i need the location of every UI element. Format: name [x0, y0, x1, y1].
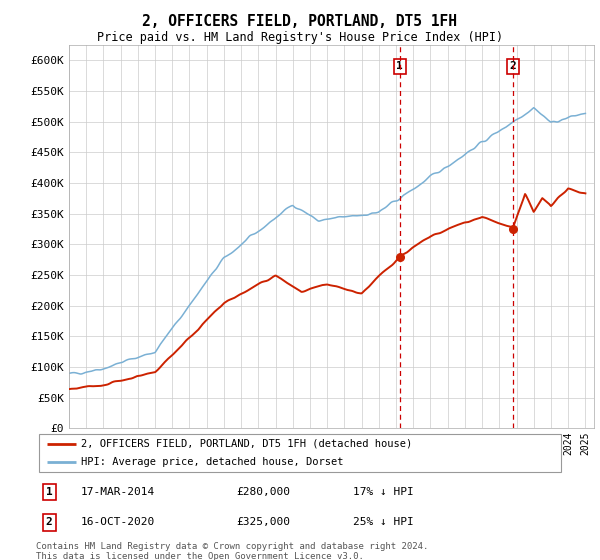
Text: 2: 2 — [46, 517, 53, 528]
Text: 1: 1 — [46, 487, 53, 497]
Text: 1: 1 — [396, 61, 403, 71]
Text: 25% ↓ HPI: 25% ↓ HPI — [353, 517, 413, 528]
Text: 16-OCT-2020: 16-OCT-2020 — [81, 517, 155, 528]
Text: 17% ↓ HPI: 17% ↓ HPI — [353, 487, 413, 497]
Text: £280,000: £280,000 — [236, 487, 290, 497]
Text: Contains HM Land Registry data © Crown copyright and database right 2024.
This d: Contains HM Land Registry data © Crown c… — [36, 542, 428, 560]
Text: HPI: Average price, detached house, Dorset: HPI: Average price, detached house, Dors… — [81, 458, 343, 467]
Text: 17-MAR-2014: 17-MAR-2014 — [81, 487, 155, 497]
Text: £325,000: £325,000 — [236, 517, 290, 528]
Text: 2, OFFICERS FIELD, PORTLAND, DT5 1FH: 2, OFFICERS FIELD, PORTLAND, DT5 1FH — [143, 14, 458, 29]
Text: 2, OFFICERS FIELD, PORTLAND, DT5 1FH (detached house): 2, OFFICERS FIELD, PORTLAND, DT5 1FH (de… — [81, 439, 412, 449]
Text: 2: 2 — [509, 61, 517, 71]
FancyBboxPatch shape — [38, 433, 562, 473]
Text: Price paid vs. HM Land Registry's House Price Index (HPI): Price paid vs. HM Land Registry's House … — [97, 31, 503, 44]
